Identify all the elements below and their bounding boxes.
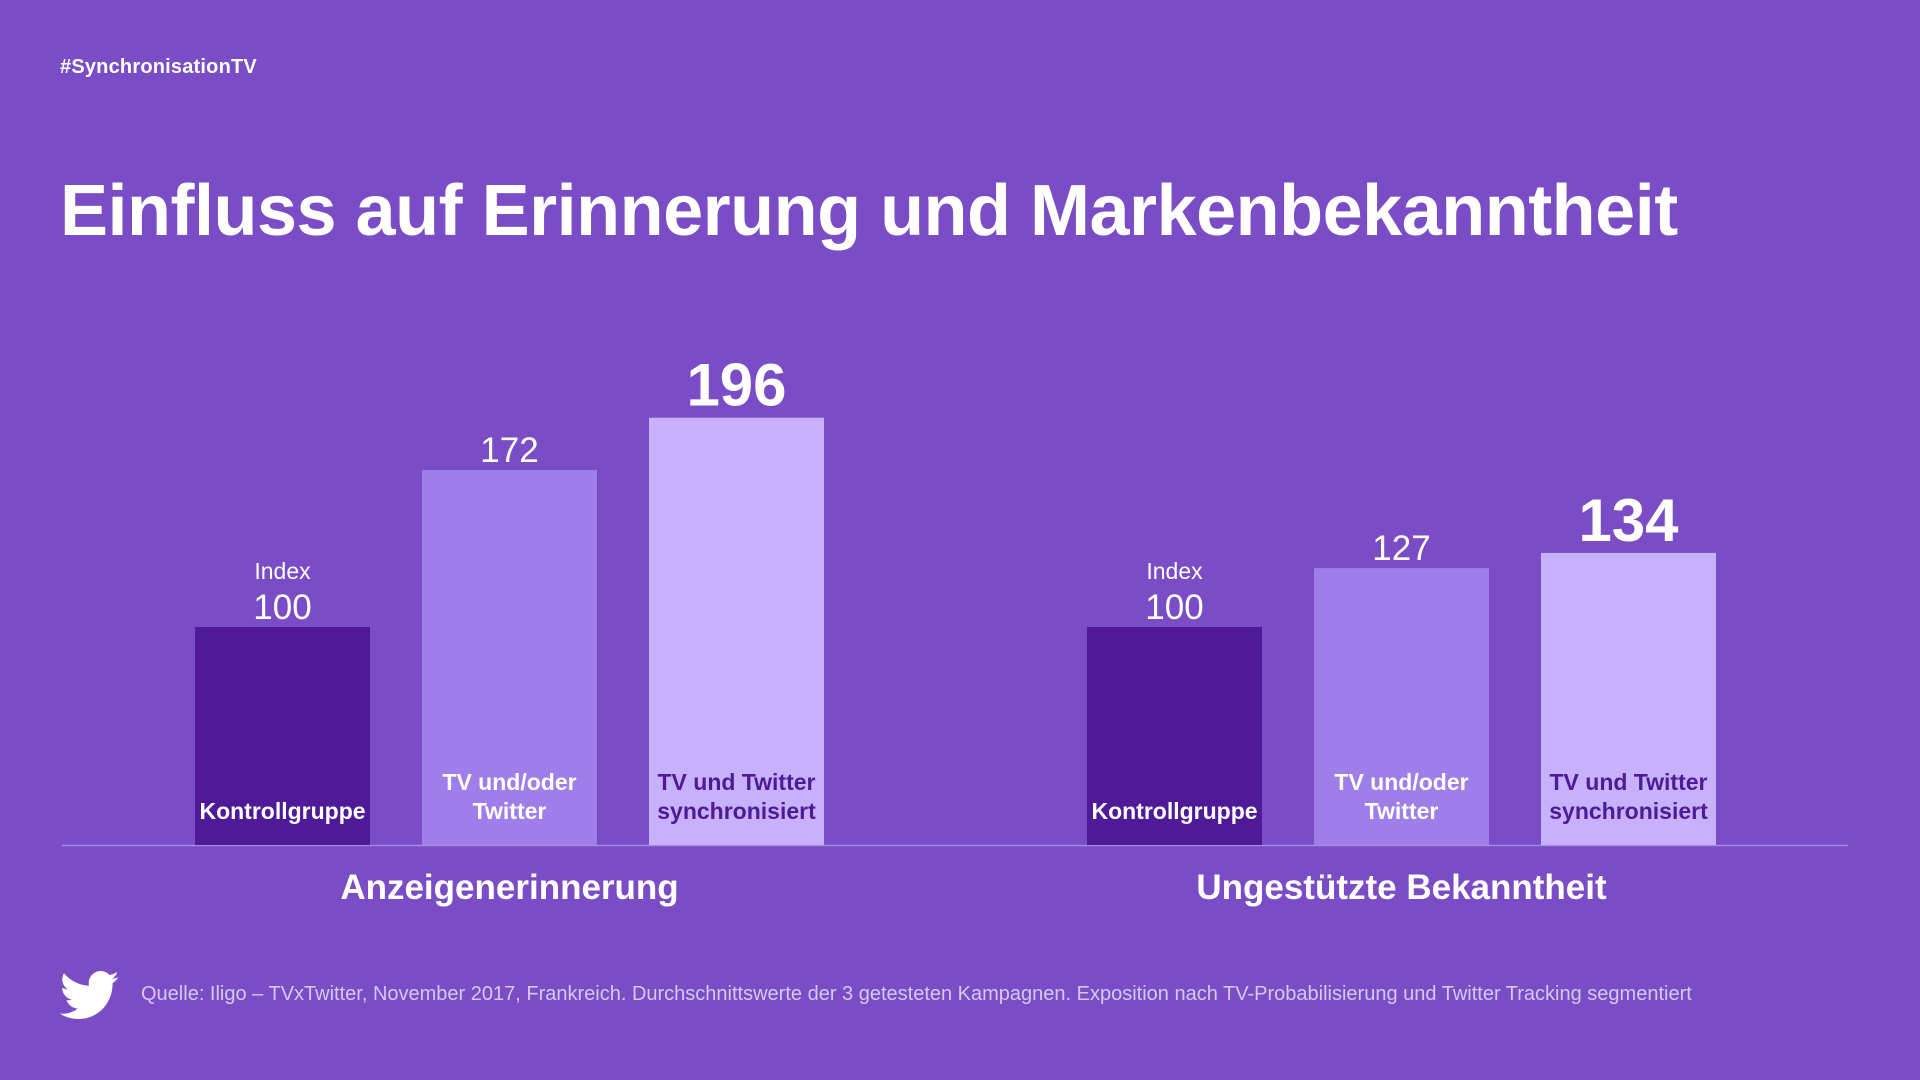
- bar: [1087, 627, 1262, 845]
- category-label: Twitter: [473, 798, 547, 824]
- category-label: TV und/oder: [442, 769, 576, 795]
- bar: [422, 470, 597, 845]
- category-label: TV und Twitter: [657, 769, 815, 795]
- data-label: 100: [1145, 588, 1203, 627]
- bar: [195, 627, 370, 845]
- index-label: Index: [1146, 558, 1203, 584]
- group-title: Ungestützte Bekanntheit: [1196, 868, 1607, 907]
- data-label: 172: [480, 431, 538, 470]
- page-title: Einfluss auf Erinnerung und Markenbekann…: [60, 171, 1678, 251]
- data-label: 134: [1578, 487, 1679, 554]
- category-label: TV und/oder: [1334, 769, 1468, 795]
- category-label: Kontrollgruppe: [199, 798, 365, 824]
- group-title: Anzeigenerinnerung: [340, 868, 678, 907]
- bar: [1314, 568, 1489, 845]
- source-note: Quelle: Iligo – TVxTwitter, November 201…: [141, 983, 1692, 1005]
- category-label: Kontrollgruppe: [1091, 798, 1257, 824]
- hashtag: #SynchronisationTV: [60, 56, 257, 78]
- data-label: 100: [253, 588, 311, 627]
- category-label: TV und Twitter: [1549, 769, 1707, 795]
- data-label: 196: [686, 352, 786, 419]
- bar: [649, 417, 824, 845]
- twitter-bird-icon: [60, 971, 119, 1019]
- bar: [1541, 552, 1716, 845]
- data-label: 127: [1372, 529, 1430, 568]
- index-label: Index: [254, 558, 311, 584]
- category-label: synchronisiert: [657, 798, 816, 824]
- category-label: Twitter: [1365, 798, 1439, 824]
- category-label: synchronisiert: [1549, 798, 1708, 824]
